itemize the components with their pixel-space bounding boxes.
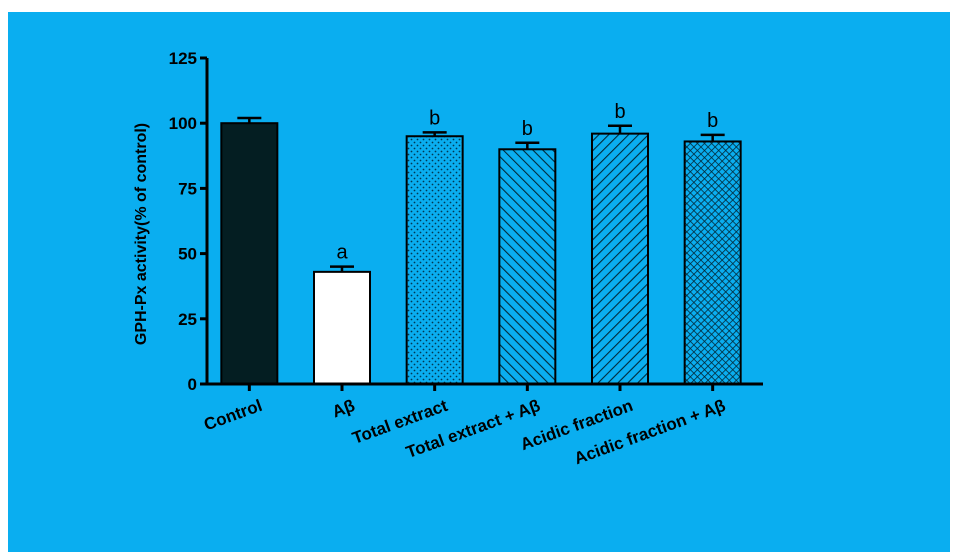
bar-chart: GPH-Px activity(% of control) 0 25 50 75 100… <box>133 49 763 468</box>
significance-label: b <box>522 118 533 140</box>
y-tick-label: 0 <box>188 375 197 394</box>
bar <box>220 122 279 385</box>
y-axis-title: GPH-Px activity(% of control) <box>133 123 150 345</box>
significance-label: b <box>614 101 625 123</box>
y-tick-label: 25 <box>178 310 197 329</box>
y-tick-label: 100 <box>169 114 197 133</box>
bar <box>405 135 464 385</box>
bar <box>591 132 649 385</box>
bar <box>683 140 742 385</box>
y-tick-label: 75 <box>178 179 197 198</box>
y-tick-label: 125 <box>169 49 197 68</box>
significance-label: a <box>336 242 348 264</box>
x-category-label: Control <box>201 396 264 435</box>
x-category-label: Aβ <box>330 396 358 422</box>
significance-label: b <box>429 107 440 129</box>
x-category-label: Acidic fraction + Aβ <box>572 396 728 468</box>
significance-label: b <box>707 110 718 132</box>
bar <box>498 148 557 385</box>
y-tick-label: 50 <box>178 245 197 264</box>
bar <box>313 270 371 385</box>
chart-panel: GPH-Px activity(% of control) 0 25 50 75 100… <box>8 12 950 552</box>
